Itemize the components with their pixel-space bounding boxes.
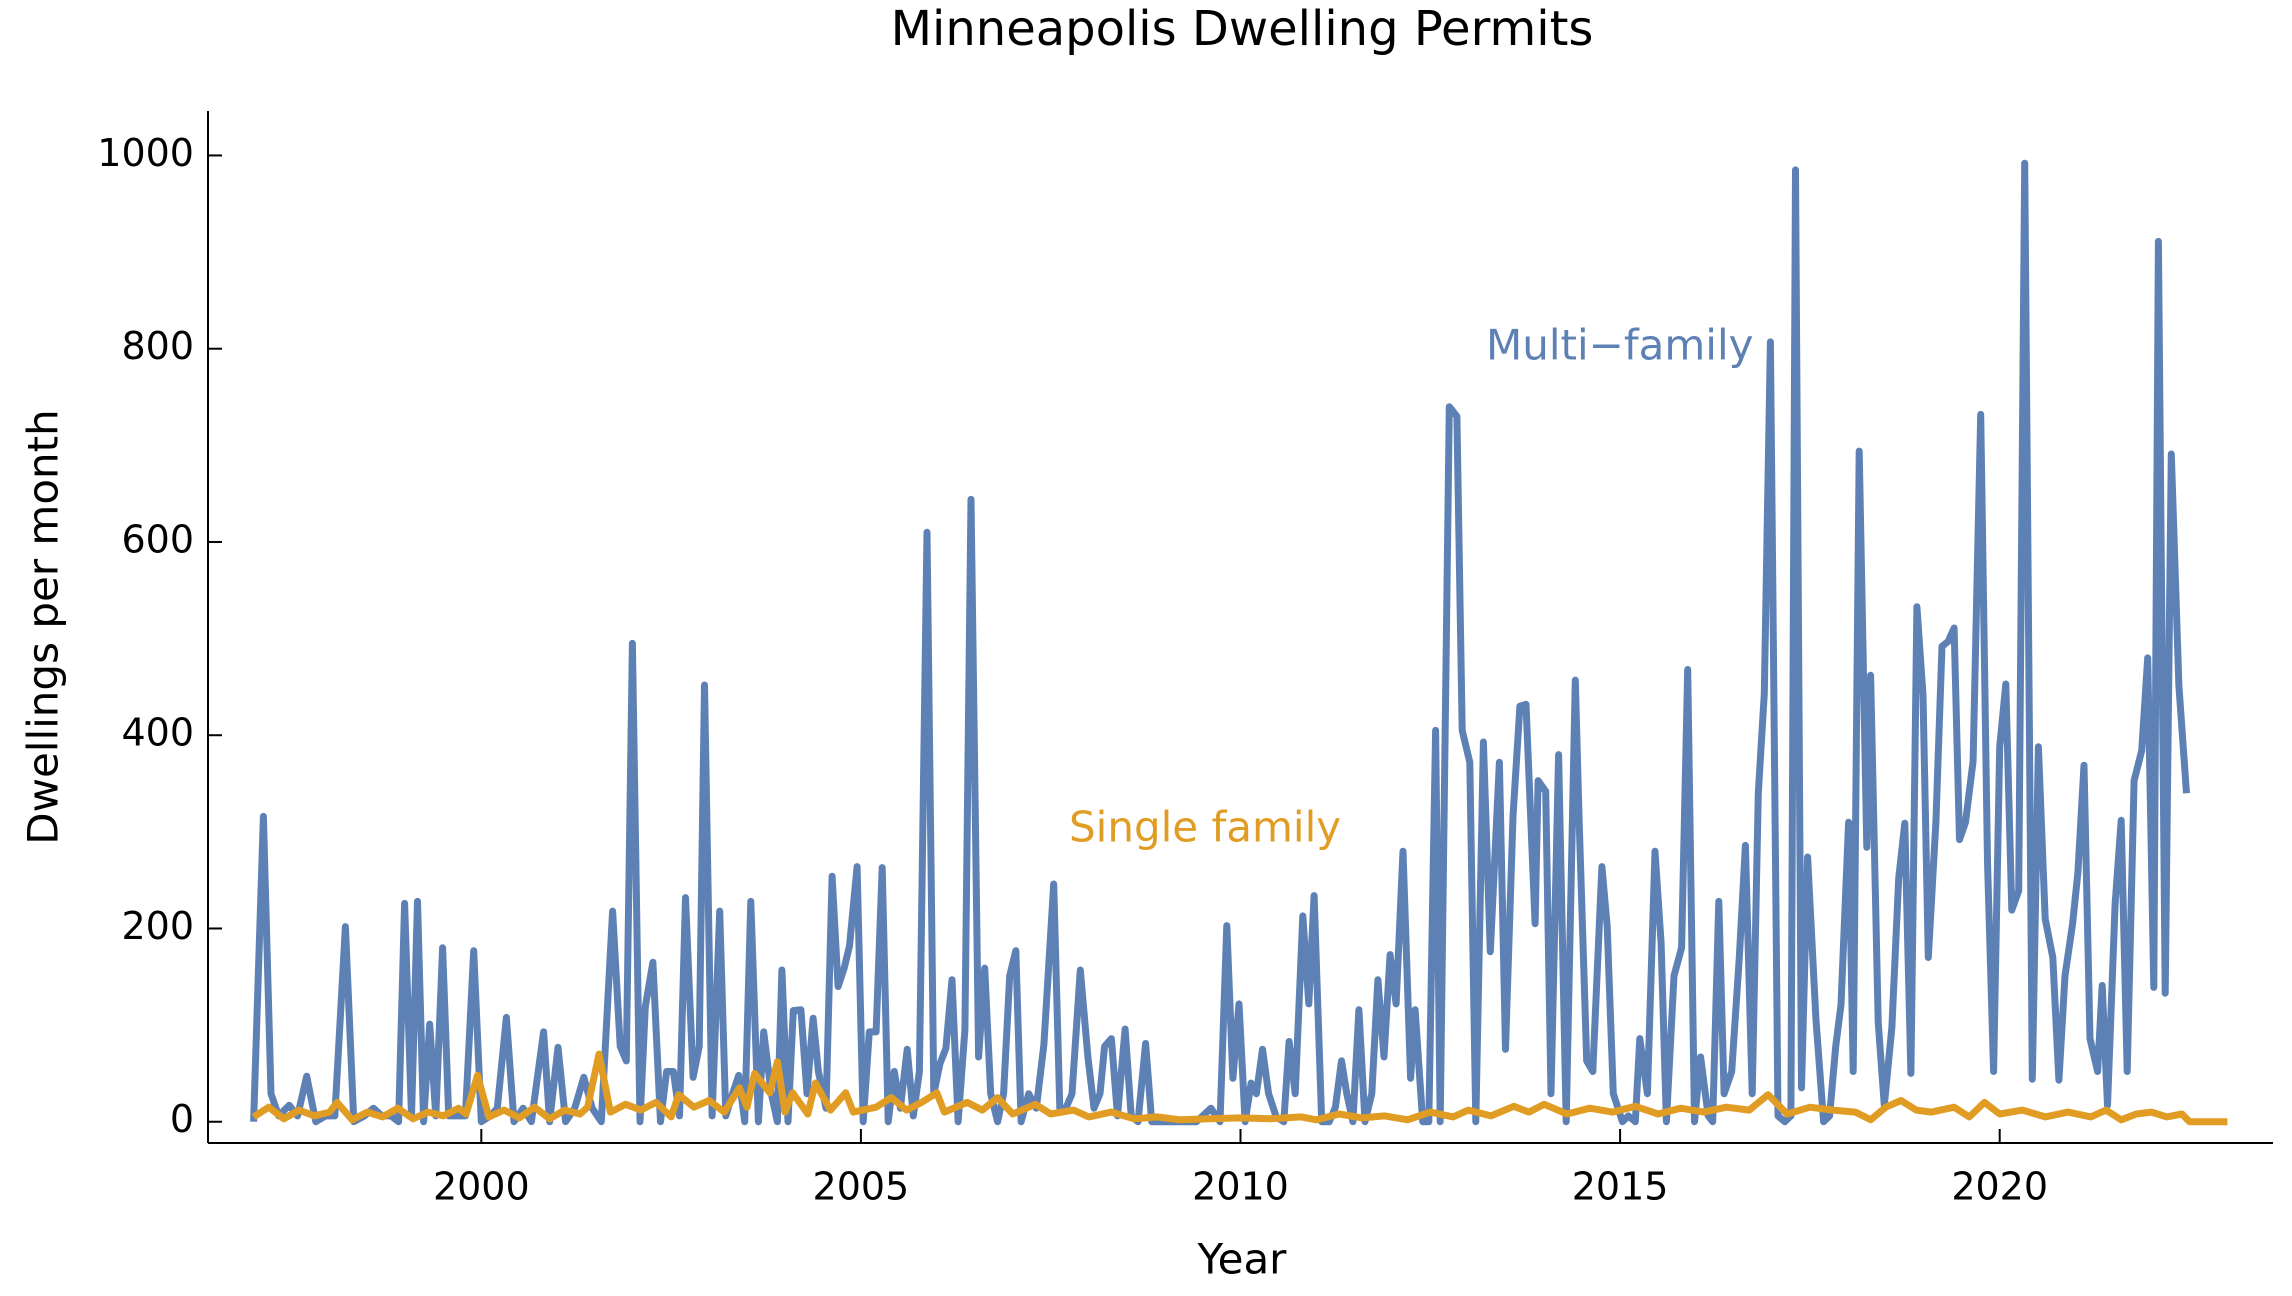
chart-title: Minneapolis Dwelling Permits (891, 1, 1594, 57)
series-line (251, 1050, 2228, 1126)
y-tick-label: 0 (170, 1097, 194, 1141)
y-axis-label: Dwellings per month (19, 409, 68, 844)
y-tick-label: 600 (121, 517, 194, 561)
x-tick-label: 2005 (813, 1165, 910, 1209)
x-axis-label: Year (1197, 1235, 1288, 1284)
series-label: Multi−family (1486, 321, 1753, 370)
x-tick-label: 2020 (1951, 1165, 2048, 1209)
x-tick-label: 2015 (1572, 1165, 1669, 1209)
y-tick-label: 200 (121, 904, 194, 948)
y-tick-label: 400 (121, 711, 194, 755)
series-label: Single family (1069, 803, 1341, 852)
x-tick-label: 2000 (433, 1165, 530, 1209)
x-tick-label: 2010 (1192, 1165, 1289, 1209)
y-tick-label: 800 (121, 324, 194, 368)
series-line (250, 159, 2190, 1126)
y-tick-label: 1000 (97, 131, 194, 175)
